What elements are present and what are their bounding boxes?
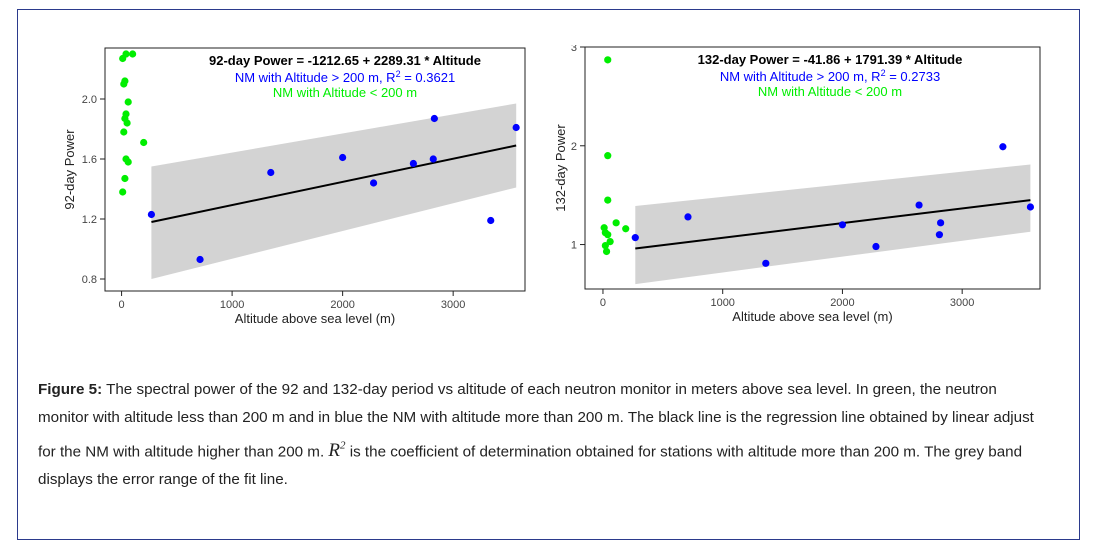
plot-frame bbox=[584, 46, 1041, 290]
low-altitude-point bbox=[601, 241, 609, 250]
regression-equation: 92-day Power = -1212.65 + 2289.31 * Alti… bbox=[209, 53, 481, 68]
high-annotation-exponent: 2 bbox=[881, 68, 886, 78]
high-altitude-annotation: NM with Altitude > 200 m, R2 = 0.2733 bbox=[720, 68, 940, 84]
high-altitude-point bbox=[684, 213, 692, 221]
low-altitude-point bbox=[121, 174, 129, 183]
x-tick-label: 0 bbox=[600, 297, 606, 309]
low-altitude-point bbox=[604, 231, 612, 239]
x-tick-label: 1000 bbox=[710, 297, 734, 309]
high-altitude-point bbox=[937, 219, 945, 227]
y-tick-label: 3 bbox=[571, 45, 577, 54]
high-altitude-point bbox=[1026, 203, 1035, 211]
high-altitude-point bbox=[196, 255, 204, 264]
high-altitude-point bbox=[369, 179, 378, 187]
x-tick-label: 3000 bbox=[950, 297, 974, 309]
y-tick-label: 0.8 bbox=[82, 274, 97, 286]
low-altitude-point bbox=[604, 196, 612, 204]
low-altitude-point bbox=[124, 158, 132, 166]
high-altitude-point bbox=[487, 216, 495, 225]
caption-r-squared: R2 bbox=[328, 440, 345, 461]
y-axis-label: 132-day Power bbox=[553, 124, 568, 212]
caption-label: Figure 5: bbox=[38, 381, 103, 398]
x-axis-label: Altitude above sea level (m) bbox=[732, 309, 892, 324]
x-tick-label: 1000 bbox=[220, 299, 244, 311]
error-band bbox=[151, 103, 517, 279]
high-altitude-point bbox=[512, 123, 520, 132]
low-altitude-point bbox=[604, 152, 612, 160]
low-altitude-point bbox=[122, 50, 130, 58]
high-altitude-point bbox=[915, 201, 923, 209]
high-annotation-suffix: = 0.2733 bbox=[886, 69, 941, 84]
x-tick-label: 2000 bbox=[830, 297, 854, 309]
high-annotation-prefix: NM with Altitude > 200 m, R bbox=[235, 70, 396, 85]
caption-r-symbol: R bbox=[328, 440, 341, 462]
y-tick-label: 1.2 bbox=[82, 214, 97, 226]
caption-r-exponent: 2 bbox=[340, 440, 346, 452]
high-altitude-point bbox=[147, 210, 156, 219]
low-altitude-point bbox=[606, 237, 614, 246]
high-altitude-point bbox=[429, 155, 437, 163]
high-altitude-point bbox=[999, 143, 1007, 151]
plot-frame bbox=[104, 47, 526, 292]
low-altitude-point bbox=[129, 50, 137, 58]
high-altitude-point bbox=[339, 153, 347, 162]
high-altitude-annotation: NM with Altitude > 200 m, R2 = 0.3621 bbox=[235, 69, 455, 85]
y-tick-label: 2.0 bbox=[82, 94, 97, 106]
y-tick-label: 2 bbox=[571, 141, 577, 153]
high-altitude-point bbox=[838, 221, 847, 229]
low-altitude-point bbox=[622, 225, 630, 233]
x-tick-label: 0 bbox=[119, 299, 125, 311]
high-altitude-point bbox=[409, 159, 417, 168]
low-altitude-point bbox=[120, 80, 128, 88]
low-altitude-point bbox=[120, 128, 128, 136]
high-altitude-point bbox=[430, 114, 438, 123]
fit-line bbox=[151, 144, 517, 223]
fit-line bbox=[635, 199, 1031, 250]
chart-132-day-power: 0 1000 2000 3000 1 2 3 Altitude above sea level… bbox=[553, 45, 1041, 324]
high-altitude-point bbox=[762, 259, 770, 267]
high-altitude-point bbox=[872, 242, 880, 251]
high-annotation-exponent: 2 bbox=[396, 69, 401, 79]
high-altitude-point bbox=[267, 168, 275, 177]
low-altitude-point bbox=[602, 247, 611, 256]
low-altitude-point bbox=[604, 56, 612, 64]
chart-92-day-power: 0 1000 2000 3000 0.8 1.2 1.6 2.0 Altitude above … bbox=[62, 47, 526, 326]
low-altitude-point bbox=[119, 188, 127, 196]
high-altitude-point bbox=[631, 234, 639, 242]
caption-text-part1: The spectral power of the 92 and 132-day… bbox=[38, 381, 1034, 461]
high-annotation-prefix: NM with Altitude > 200 m, R bbox=[720, 69, 881, 84]
y-axis-label: 92-day Power bbox=[62, 129, 77, 210]
low-altitude-annotation: NM with Altitude < 200 m bbox=[273, 85, 417, 100]
low-altitude-point bbox=[140, 138, 148, 147]
low-altitude-point bbox=[123, 119, 131, 127]
x-tick-label: 2000 bbox=[330, 299, 354, 311]
y-tick-label: 1.6 bbox=[82, 154, 97, 166]
high-altitude-point bbox=[935, 231, 944, 239]
y-tick-label: 1 bbox=[571, 240, 577, 252]
figure-caption: Figure 5: The spectral power of the 92 a… bbox=[38, 376, 1048, 494]
figure-frame bbox=[17, 9, 1080, 540]
low-altitude-annotation: NM with Altitude < 200 m bbox=[758, 84, 902, 99]
caption-text-part2: is the coefficient of determination obta… bbox=[38, 443, 1023, 489]
low-altitude-point bbox=[124, 98, 132, 106]
low-altitude-point bbox=[612, 219, 620, 227]
x-axis-label: Altitude above sea level (m) bbox=[235, 311, 395, 326]
x-tick-label: 3000 bbox=[441, 299, 465, 311]
high-annotation-suffix: = 0.3621 bbox=[401, 70, 456, 85]
regression-equation: 132-day Power = -41.86 + 1791.39 * Altit… bbox=[698, 52, 963, 67]
